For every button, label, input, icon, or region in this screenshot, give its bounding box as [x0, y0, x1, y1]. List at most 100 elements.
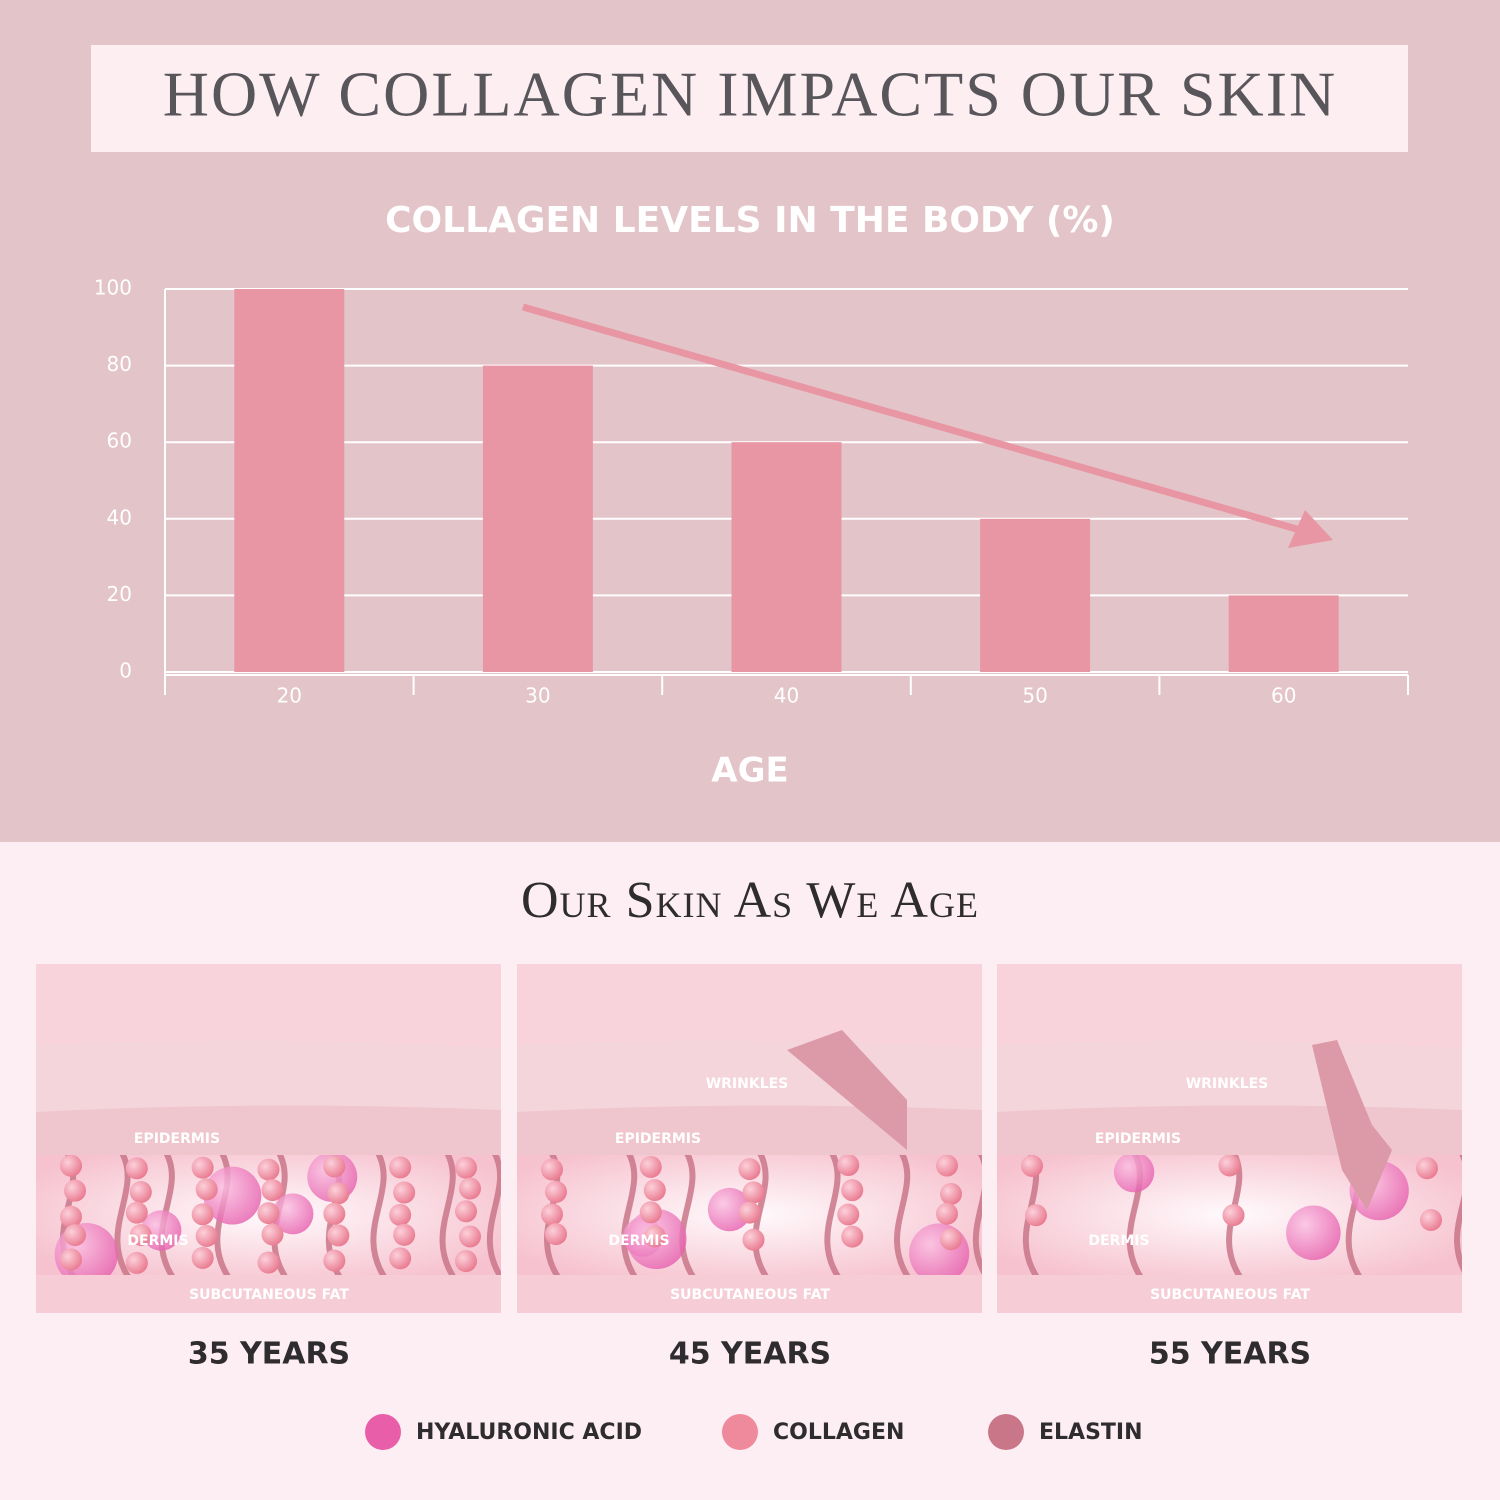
trend-arrow — [522, 303, 1333, 548]
elastin-fiber — [621, 1148, 640, 1282]
y-tick-label: 40 — [107, 505, 132, 529]
collagen-sphere — [191, 1203, 214, 1226]
x-tick-label: 60 — [1271, 684, 1296, 708]
collagen-sphere — [60, 1205, 82, 1228]
collagen-sphere — [389, 1247, 412, 1270]
wrinkle — [1312, 1040, 1392, 1210]
epidermis-label: EPIDERMIS — [1095, 1131, 1181, 1147]
x-axis-title: AGE — [711, 751, 788, 791]
collagen-sphere — [195, 1224, 218, 1247]
collagen-sphere — [261, 1179, 284, 1202]
collagen-sphere — [837, 1154, 860, 1177]
collagen-sphere — [455, 1250, 477, 1273]
epidermis-top — [36, 1040, 501, 1112]
fat-label: SUBCUTANEOUS FAT — [1150, 1287, 1310, 1303]
collagen-sphere — [64, 1224, 86, 1247]
dermis-label: DERMIS — [127, 1233, 188, 1249]
hyaluronic-sphere — [1286, 1205, 1341, 1261]
collagen-sphere — [643, 1179, 666, 1202]
hyaluronic-sphere — [1113, 1152, 1155, 1193]
x-tick-label: 20 — [277, 684, 302, 708]
collagen-sphere — [191, 1156, 214, 1179]
panel-caption: 45 YEARS — [669, 1337, 831, 1372]
elastin-fiber — [972, 1148, 982, 1275]
elastin-fiber — [114, 1148, 133, 1282]
y-tick-label: 20 — [107, 582, 132, 606]
elastin-fiber — [370, 1148, 389, 1282]
collagen-sphere — [455, 1200, 477, 1223]
legend: HYALURONIC ACID COLLAGEN ELASTIN — [365, 1414, 1143, 1450]
elastin-fiber — [824, 1148, 843, 1282]
collagen-sphere — [455, 1156, 477, 1179]
collagen-sphere — [1222, 1204, 1245, 1227]
collagen-sphere — [541, 1158, 563, 1181]
collagen-sphere — [1218, 1154, 1241, 1177]
legend-label: COLLAGEN — [773, 1420, 904, 1445]
collagen-sphere — [545, 1223, 567, 1246]
collagen-sphere — [742, 1181, 765, 1204]
collagen-sphere — [1420, 1208, 1442, 1231]
y-tick-label: 100 — [94, 276, 132, 300]
arrow-head — [1288, 510, 1333, 548]
collagen-sphere — [936, 1154, 958, 1177]
collagen-sphere — [738, 1201, 761, 1224]
collagen-sphere — [389, 1156, 412, 1179]
hyaluronic-sphere — [909, 1223, 970, 1284]
collagen-sphere — [257, 1251, 280, 1274]
collagen-sphere — [742, 1228, 765, 1251]
collagen-sphere — [195, 1178, 218, 1201]
legend-label: ELASTIN — [1039, 1420, 1143, 1445]
wrinkles-label: WRINKLES — [706, 1076, 789, 1092]
elastin-fiber — [894, 1148, 913, 1282]
collagen-sphere — [459, 1225, 481, 1248]
collagen-sphere — [125, 1157, 148, 1180]
x-tick-label: 50 — [1022, 684, 1047, 708]
legend-swatch — [988, 1414, 1024, 1450]
collagen-sphere — [459, 1177, 481, 1200]
legend-swatch — [365, 1414, 401, 1450]
collagen-sphere — [940, 1182, 962, 1205]
x-tick-label: 30 — [525, 684, 550, 708]
elastin-fiber — [679, 1148, 698, 1282]
collagen-sphere — [389, 1203, 412, 1226]
collagen-sphere — [639, 1201, 662, 1224]
panel-caption: 35 YEARS — [188, 1337, 350, 1372]
skin-panel: EPIDERMIS DERMIS SUBCUTANEOUS FAT — [36, 964, 501, 1313]
collagen-sphere — [841, 1225, 864, 1248]
fat-label: SUBCUTANEOUS FAT — [670, 1287, 830, 1303]
bar — [980, 518, 1091, 672]
skin-panel: WRINKLES EPIDERMIS DERMIS SUBCUTANEOUS FAT — [997, 964, 1462, 1313]
y-tick-label: 60 — [107, 429, 132, 453]
bar — [1228, 595, 1339, 672]
bar — [234, 289, 345, 672]
bar — [482, 365, 593, 672]
collagen-sphere — [125, 1251, 148, 1274]
panels: EPIDERMIS DERMIS SUBCUTANEOUS FAT 35 YEARS W… — [36, 964, 1462, 1372]
collagen-sphere — [841, 1179, 864, 1202]
y-tick-label: 0 — [119, 659, 132, 683]
epidermis-label: EPIDERMIS — [134, 1131, 220, 1147]
hyaluronic-sphere — [707, 1187, 752, 1232]
bar — [731, 442, 842, 672]
collagen-sphere — [643, 1225, 666, 1248]
collagen-sphere — [257, 1202, 280, 1225]
collagen-sphere — [1025, 1204, 1047, 1227]
fat-label: SUBCUTANEOUS FAT — [189, 1287, 349, 1303]
collagen-sphere — [541, 1203, 563, 1226]
hyaluronic-sphere — [272, 1193, 314, 1235]
collagen-sphere — [837, 1203, 860, 1226]
dermis-label: DERMIS — [1088, 1233, 1149, 1249]
section-title: Our Skin As We Age — [521, 872, 979, 929]
collagen-sphere — [936, 1202, 958, 1225]
arrow-shaft — [522, 303, 1301, 534]
skin-panel: WRINKLES EPIDERMIS DERMIS SUBCUTANEOUS FAT — [517, 964, 982, 1313]
elastin-fiber — [439, 1148, 458, 1282]
collagen-sphere — [323, 1155, 346, 1178]
hyaluronic-sphere — [203, 1166, 262, 1225]
collagen-sphere — [639, 1155, 662, 1178]
collagen-sphere — [261, 1223, 284, 1246]
collagen-sphere — [323, 1202, 346, 1225]
y-tick-label: 80 — [107, 352, 132, 376]
collagen-sphere — [545, 1180, 567, 1203]
